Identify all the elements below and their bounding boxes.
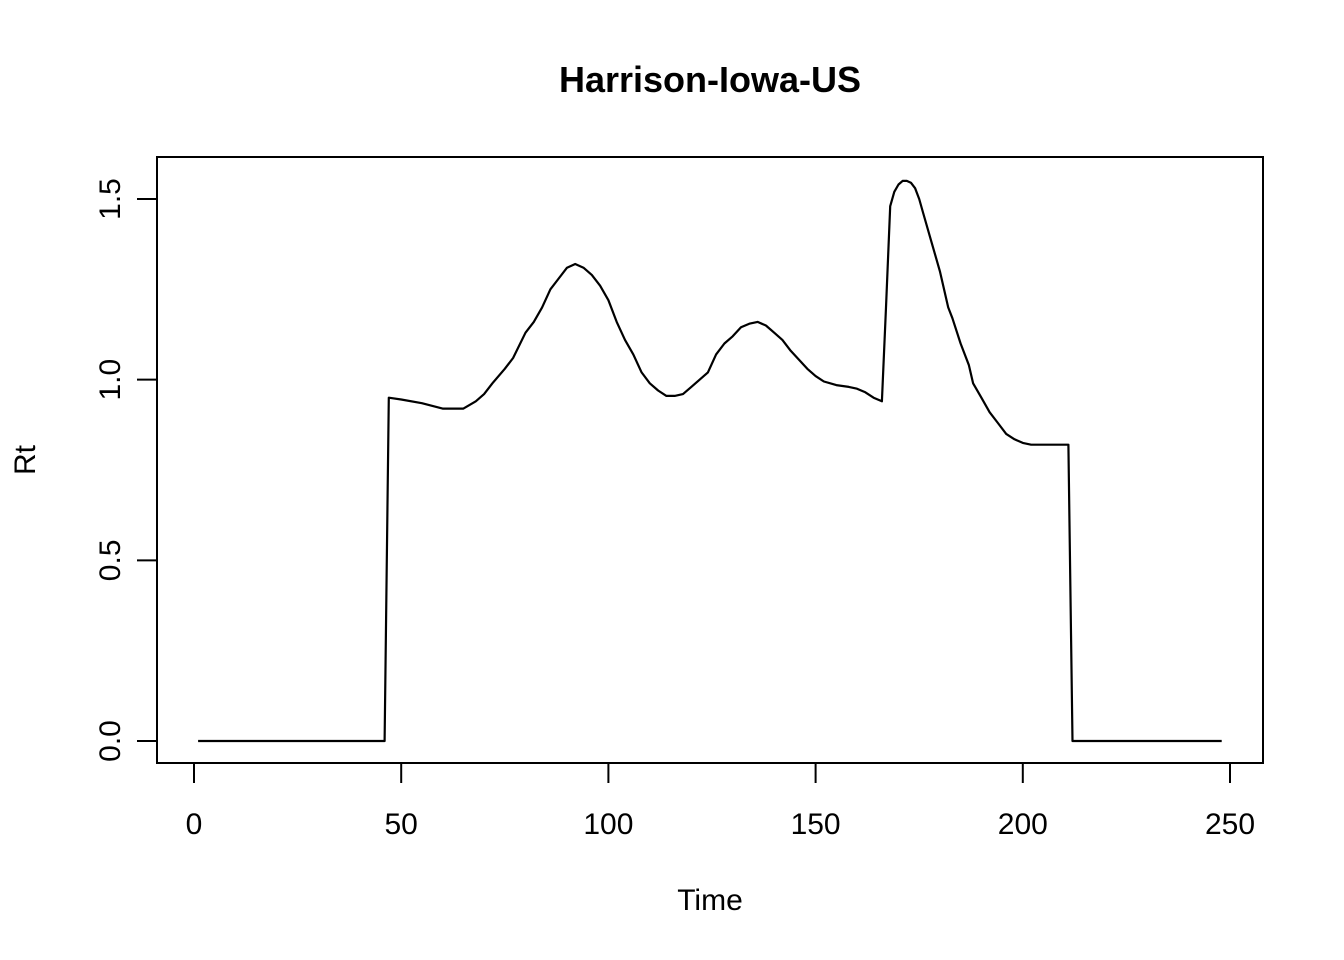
- rt-series-line: [198, 181, 1222, 741]
- x-tick-label: 150: [791, 808, 841, 841]
- plot-frame: [157, 157, 1263, 763]
- y-tick-label: 1.5: [94, 178, 127, 220]
- x-tick-label: 200: [998, 808, 1048, 841]
- chart-title: Harrison-Iowa-US: [559, 59, 861, 100]
- y-tick-label: 0.5: [94, 539, 127, 581]
- y-tick-label: 1.0: [94, 359, 127, 401]
- x-axis-label: Time: [677, 884, 743, 917]
- x-tick-label: 250: [1205, 808, 1255, 841]
- y-axis: 0.0 0.5 1.0 1.5: [94, 178, 157, 762]
- y-axis-label: Rt: [9, 444, 42, 475]
- x-tick-label: 100: [583, 808, 633, 841]
- x-tick-label: 50: [385, 808, 418, 841]
- x-tick-label: 0: [186, 808, 203, 841]
- y-tick-label: 0.0: [94, 720, 127, 762]
- x-axis: 0 50 100 150 200 250: [186, 763, 1255, 841]
